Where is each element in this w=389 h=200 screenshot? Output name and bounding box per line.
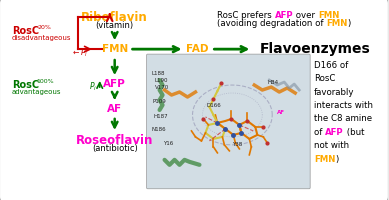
Text: (avoiding degradation of: (avoiding degradation of: [217, 19, 327, 28]
Text: Riboflavin: Riboflavin: [81, 11, 148, 24]
Text: FMN: FMN: [326, 19, 348, 28]
Text: V170: V170: [154, 85, 169, 90]
Text: Y16: Y16: [163, 141, 173, 146]
FancyBboxPatch shape: [147, 54, 310, 189]
Text: disadvantageous: disadvantageous: [12, 35, 72, 41]
Text: D166 of: D166 of: [314, 61, 349, 70]
Text: 20%: 20%: [38, 25, 52, 30]
Text: 100%: 100%: [36, 79, 54, 84]
Text: ): ): [335, 155, 339, 164]
Text: the C8 amine: the C8 amine: [314, 114, 372, 123]
Text: advantageous: advantageous: [12, 89, 61, 95]
Text: Roseoflavin: Roseoflavin: [76, 134, 153, 147]
Text: $P_i$: $P_i$: [89, 81, 97, 93]
Text: FAD: FAD: [186, 44, 209, 54]
Text: ): ): [348, 19, 351, 28]
Text: interacts with: interacts with: [314, 101, 373, 110]
Text: (vitamin): (vitamin): [96, 21, 134, 30]
Text: D166: D166: [207, 103, 221, 108]
Text: RosC: RosC: [12, 26, 39, 36]
Text: FMN: FMN: [318, 11, 339, 20]
Text: favorably: favorably: [314, 88, 355, 97]
Text: AFP: AFP: [275, 11, 293, 20]
Text: Flavoenzymes: Flavoenzymes: [260, 42, 371, 56]
Text: H187: H187: [154, 114, 168, 119]
Text: (but: (but: [344, 128, 364, 137]
Text: over: over: [293, 11, 318, 20]
Text: Y38: Y38: [232, 142, 243, 147]
Text: (antibiotic): (antibiotic): [92, 144, 138, 153]
Text: H34: H34: [267, 80, 279, 85]
Text: of: of: [314, 128, 325, 137]
Text: N186: N186: [152, 127, 166, 132]
Text: not with: not with: [314, 141, 349, 150]
Text: P109: P109: [152, 99, 166, 104]
Text: AFP: AFP: [103, 79, 126, 89]
Text: FMN: FMN: [314, 155, 336, 164]
Text: L188: L188: [152, 71, 165, 76]
Text: AFP: AFP: [325, 128, 344, 137]
Text: RosC: RosC: [12, 80, 39, 90]
Text: L190: L190: [154, 78, 168, 83]
Text: AF: AF: [277, 110, 285, 115]
Text: RosC: RosC: [314, 74, 336, 83]
Text: FMN: FMN: [102, 44, 128, 54]
Text: AF: AF: [107, 104, 122, 114]
Text: RosC prefers: RosC prefers: [217, 11, 275, 20]
Text: $\leftarrow P_i$: $\leftarrow P_i$: [71, 47, 89, 59]
